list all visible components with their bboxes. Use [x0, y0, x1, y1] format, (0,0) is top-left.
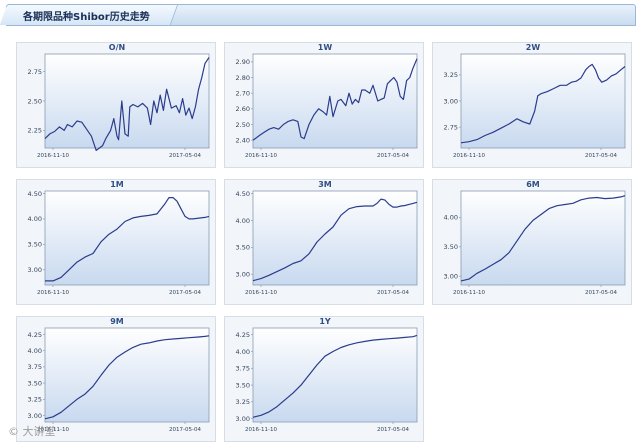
- chart-svg-1w: 1W 2.40 2.50 2.60 2.70 2.80 2.90 2016-11-10 2017…: [236, 43, 418, 159]
- y-tick-label: 2.70: [236, 89, 250, 97]
- x-tick-label: 2017-05-04: [585, 153, 617, 159]
- plot-area: [252, 327, 418, 423]
- y-tick-label: 2.60: [236, 105, 250, 113]
- chart-svg-3m: 3M 3.00 3.50 4.00 4.50 2016-11-10 2017-05-04: [236, 180, 418, 296]
- x-tick-label: 2017-05-04: [377, 427, 409, 433]
- y-tick-label: 4.00: [236, 217, 250, 225]
- y-tick-label: 3.50: [444, 243, 458, 251]
- y-tick-label: 4.00: [236, 348, 250, 356]
- chart-panel-6m: 6M 3.00 3.50 4.00 2016-11-10 2017-05-04: [432, 179, 632, 305]
- y-tick-label: 3.75: [236, 365, 250, 373]
- y-tick-label: 4.50: [28, 190, 42, 198]
- x-tick-label: 2016-11-10: [453, 153, 485, 159]
- plot-area: [252, 190, 418, 286]
- x-tick-label: 2016-11-10: [245, 427, 277, 433]
- y-tick-label: 4.00: [28, 347, 42, 355]
- x-tick-label: 2017-05-04: [377, 153, 409, 159]
- plot-area: [44, 53, 210, 149]
- chart-panel-1y: 1Y 3.00 3.25 3.50 3.75 4.00 4.25 2016-11-10 2017…: [224, 316, 424, 442]
- x-tick-label: 2016-11-10: [245, 153, 277, 159]
- chart-panel-1m: 1M 3.00 3.50 4.00 4.50 2016-11-10 2017-05-04: [16, 179, 216, 305]
- y-tick-label: 3.50: [236, 381, 250, 389]
- chart-panel-1w: 1W 2.40 2.50 2.60 2.70 2.80 2.90 2016-11-10 2017…: [224, 42, 424, 168]
- chart-title: O/N: [109, 43, 125, 52]
- chart-panel-2w: 2W 2.75 3.00 3.25 2016-11-10 2017-05-04: [432, 42, 632, 168]
- chart-title: 1M: [110, 180, 124, 189]
- y-tick-label: 4.00: [28, 215, 42, 223]
- x-tick-label: 2016-11-10: [245, 290, 277, 296]
- chart-title: 1Y: [319, 317, 331, 326]
- y-tick-label: 2.75: [28, 68, 42, 76]
- y-tick-label: 2.75: [444, 123, 458, 131]
- x-tick-label: 2016-11-10: [37, 290, 69, 296]
- x-tick-label: 2016-11-10: [37, 153, 69, 159]
- y-tick-label: 3.00: [236, 271, 250, 279]
- x-tick-label: 2017-05-04: [585, 290, 617, 296]
- y-tick-label: 2.50: [28, 97, 42, 105]
- y-tick-label: 2.50: [236, 121, 250, 129]
- plot-area: [460, 53, 626, 149]
- chart-svg-9m: 9M 3.00 3.25 3.50 3.75 4.00 4.25 2016-11-10 2017…: [28, 317, 210, 433]
- plot-area: [460, 190, 626, 286]
- chart-svg-1m: 1M 3.00 3.50 4.00 4.50 2016-11-10 2017-05-04: [28, 180, 210, 296]
- series-line: [44, 335, 210, 420]
- chart-panel-9m: 9M 3.00 3.25 3.50 3.75 4.00 4.25 2016-11-10 2017…: [16, 316, 216, 442]
- y-tick-label: 4.50: [236, 190, 250, 198]
- series-line: [460, 195, 626, 282]
- chart-svg-2w: 2W 2.75 3.00 3.25 2016-11-10 2017-05-04: [444, 43, 626, 159]
- series-line: [252, 334, 418, 418]
- y-tick-label: 3.00: [236, 415, 250, 423]
- y-tick-label: 3.00: [444, 272, 458, 280]
- x-tick-label: 2017-05-04: [377, 290, 409, 296]
- chart-title: 6M: [526, 180, 540, 189]
- y-tick-label: 3.25: [28, 396, 42, 404]
- x-tick-label: 2017-05-04: [169, 427, 201, 433]
- chart-title: 3M: [318, 180, 332, 189]
- y-tick-label: 3.25: [236, 398, 250, 406]
- y-tick-label: 3.00: [28, 266, 42, 274]
- y-tick-label: 3.25: [444, 71, 458, 79]
- chart-svg-1y: 1Y 3.00 3.25 3.50 3.75 4.00 4.25 2016-11-10 2017…: [236, 317, 418, 433]
- chart-title: 1W: [318, 43, 333, 52]
- y-tick-label: 3.00: [444, 97, 458, 105]
- chart-svg-o-n: O/N 2.25 2.50 2.75 2016-11-10 2017-05-04: [28, 43, 210, 159]
- series-line: [252, 58, 418, 141]
- section-header: 各期限品种Shibor历史走势: [0, 4, 636, 26]
- plot-area: [44, 327, 210, 423]
- x-tick-label: 2016-11-10: [37, 427, 69, 433]
- chart-panel-3m: 3M 3.00 3.50 4.00 4.50 2016-11-10 2017-05-04: [224, 179, 424, 305]
- chart-svg-6m: 6M 3.00 3.50 4.00 2016-11-10 2017-05-04: [444, 180, 626, 296]
- y-tick-label: 2.80: [236, 74, 250, 82]
- chart-title: 9M: [110, 317, 124, 326]
- chart-title: 2W: [526, 43, 541, 52]
- chart-panel-o-n: O/N 2.25 2.50 2.75 2016-11-10 2017-05-04: [16, 42, 216, 168]
- y-tick-label: 2.90: [236, 58, 250, 66]
- y-tick-label: 2.40: [236, 136, 250, 144]
- page-title: 各期限品种Shibor历史走势: [23, 12, 150, 23]
- plot-area: [44, 190, 210, 286]
- watermark: © 大讲堂: [8, 425, 56, 438]
- x-tick-label: 2017-05-04: [169, 153, 201, 159]
- series-line: [44, 57, 210, 152]
- y-tick-label: 3.50: [28, 241, 42, 249]
- y-tick-label: 3.75: [28, 363, 42, 371]
- y-tick-label: 3.00: [28, 412, 42, 420]
- x-tick-label: 2017-05-04: [169, 290, 201, 296]
- y-tick-label: 3.50: [28, 379, 42, 387]
- plot-area: [252, 53, 418, 149]
- series-line: [45, 197, 210, 282]
- y-tick-label: 4.25: [28, 331, 42, 339]
- y-tick-label: 4.25: [236, 331, 250, 339]
- x-tick-label: 2016-11-10: [453, 290, 485, 296]
- y-tick-label: 2.25: [28, 127, 42, 135]
- y-tick-label: 4.00: [444, 214, 458, 222]
- series-line: [460, 63, 626, 144]
- series-line: [252, 198, 418, 282]
- y-tick-label: 3.50: [236, 244, 250, 252]
